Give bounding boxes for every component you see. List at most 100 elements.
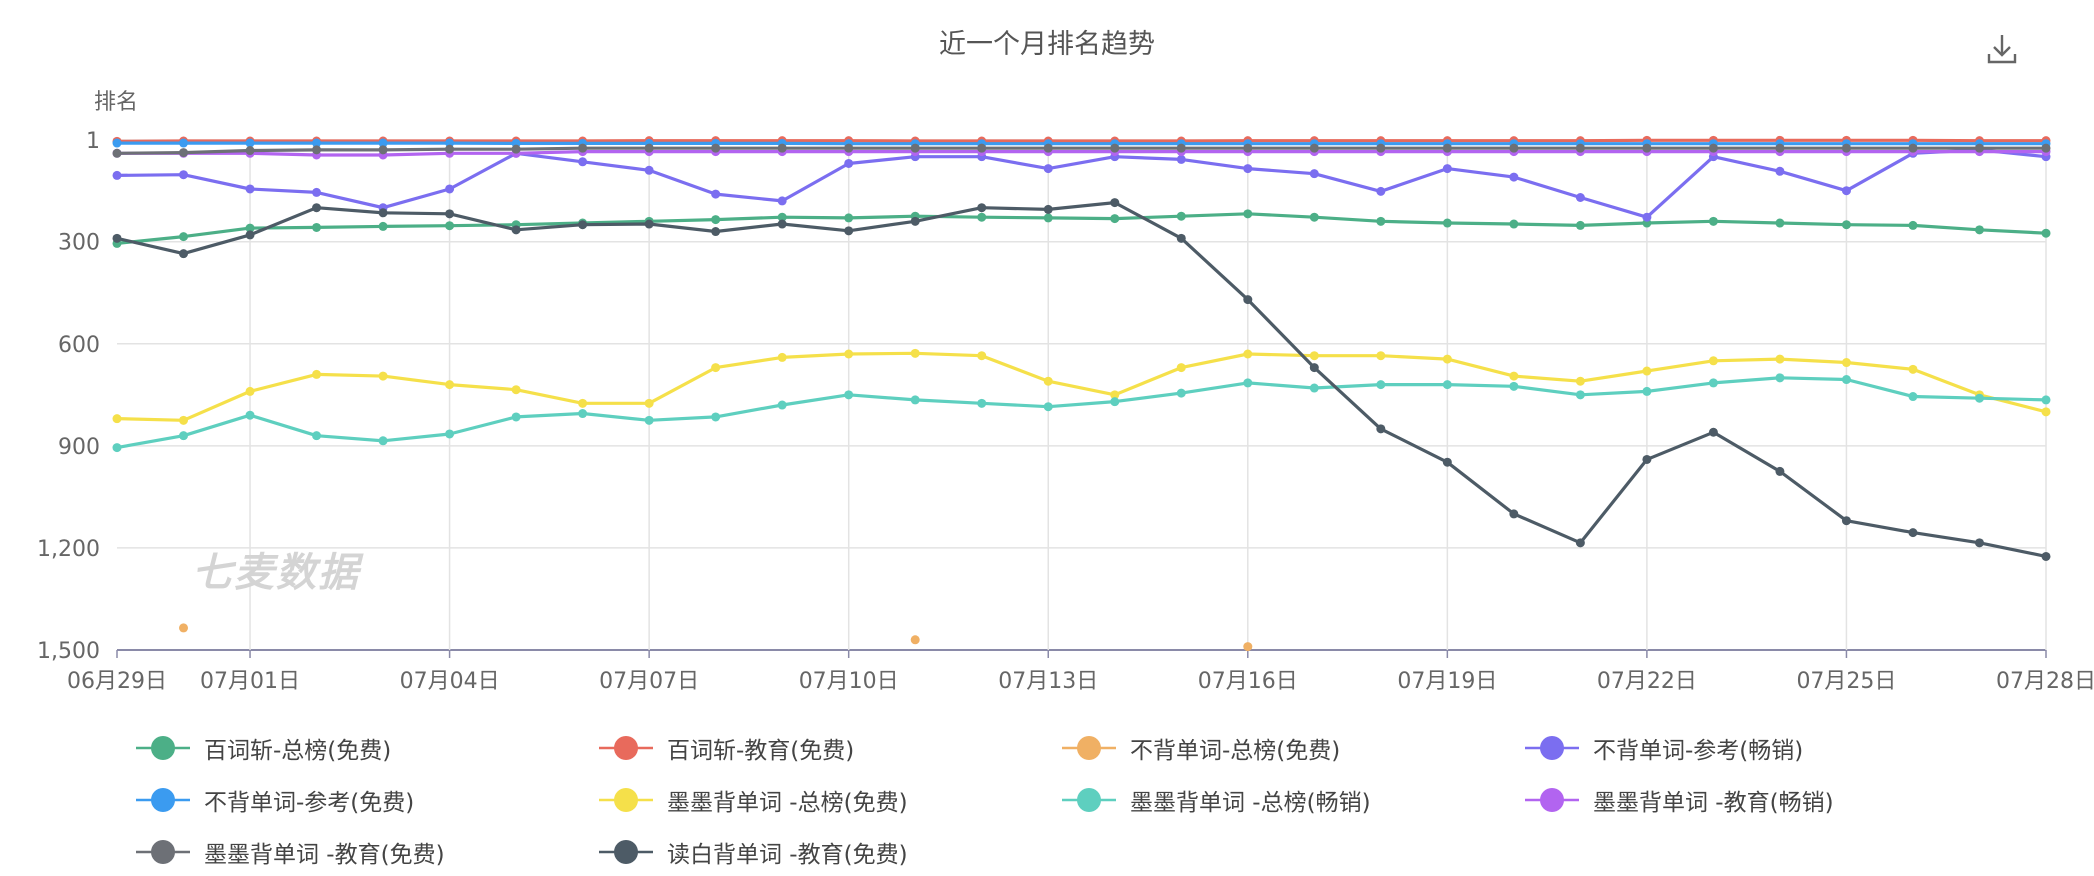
data-point (711, 143, 721, 153)
legend-item[interactable]: 读白背单词 -教育(免费) (597, 832, 908, 872)
data-point (245, 410, 255, 420)
data-point (1841, 375, 1851, 385)
data-point (1908, 392, 1918, 402)
data-point (1509, 219, 1519, 229)
legend-marker-icon (1062, 736, 1116, 760)
data-point (910, 216, 920, 226)
data-point (378, 436, 388, 446)
data-point (179, 148, 189, 158)
data-point (711, 363, 721, 373)
y-tick-label: 1,200 (37, 537, 100, 562)
data-point (910, 348, 920, 358)
data-point (844, 390, 854, 400)
legend-label: 不背单词-参考(畅销) (1593, 738, 1804, 764)
legend-item[interactable]: 不背单词-参考(畅销) (1523, 728, 1803, 768)
legend-marker-icon (1525, 736, 1579, 760)
legend-item[interactable]: 墨墨背单词 -教育(免费) (134, 832, 445, 872)
data-point (578, 220, 588, 230)
data-point (1642, 386, 1652, 396)
data-point (1708, 143, 1718, 153)
data-point (2041, 407, 2051, 417)
data-point (1176, 233, 1186, 243)
data-point (578, 157, 588, 167)
data-point (1575, 192, 1585, 202)
data-point (1642, 454, 1652, 464)
data-point (511, 385, 521, 395)
series-line (117, 150, 2046, 157)
series-line (117, 141, 2046, 146)
y-tick-label: 1 (86, 129, 100, 154)
series-layer (112, 135, 2051, 652)
data-point (777, 143, 787, 153)
data-point (910, 143, 920, 153)
data-point (1243, 164, 1253, 174)
data-point (844, 213, 854, 223)
data-point (245, 146, 255, 156)
data-point (1775, 354, 1785, 364)
download-button[interactable] (1985, 32, 2019, 66)
series-line (116, 146, 2046, 155)
data-point (1509, 371, 1519, 381)
data-point (1642, 212, 1652, 222)
series-line (116, 138, 2046, 143)
data-point (1708, 378, 1718, 388)
x-axis-ticks: 06月29日 07月01日 07月04日 07月07日 07月10日 07月13日 07月1… (67, 650, 2094, 694)
legend-item[interactable]: 墨墨背单词 -教育(畅销) (1523, 780, 1834, 820)
data-point (245, 223, 255, 233)
data-point (1442, 218, 1452, 228)
series-2 (179, 623, 1253, 652)
legend-item[interactable]: 百词斩-总榜(免费) (134, 728, 391, 768)
data-point (1974, 393, 1984, 403)
data-point (2041, 228, 2051, 238)
data-point (1509, 509, 1519, 519)
data-point (777, 219, 787, 229)
legend-item[interactable]: 墨墨背单词 -总榜(免费) (597, 780, 908, 820)
data-point (1575, 538, 1585, 548)
data-point (644, 415, 654, 425)
data-point (1110, 397, 1120, 407)
data-point (1575, 376, 1585, 386)
legend-marker-icon (1062, 788, 1116, 812)
data-point (2041, 143, 2051, 153)
data-point (1110, 390, 1120, 400)
data-point (445, 184, 455, 194)
data-point (179, 170, 189, 180)
data-point (511, 144, 521, 154)
legend-item[interactable]: 不背单词-参考(免费) (134, 780, 414, 820)
legend-marker-icon (599, 736, 653, 760)
series-5 (112, 348, 2051, 425)
series-8 (112, 143, 2051, 158)
data-point (777, 352, 787, 362)
legend-item[interactable]: 百词斩-教育(免费) (597, 728, 854, 768)
data-point (2041, 395, 2051, 405)
data-point (245, 138, 255, 148)
data-point (378, 221, 388, 231)
data-point (1509, 172, 1519, 182)
data-point (711, 215, 721, 225)
data-point (1974, 225, 1984, 235)
data-point (711, 412, 721, 422)
data-point (777, 212, 787, 222)
data-point (1176, 388, 1186, 398)
data-point (644, 143, 654, 153)
data-point (844, 158, 854, 168)
data-point (1309, 383, 1319, 393)
data-point (1775, 218, 1785, 228)
data-point (1376, 186, 1386, 196)
data-point (1309, 143, 1319, 153)
legend-item[interactable]: 墨墨背单词 -总榜(畅销) (1060, 780, 1371, 820)
legend-marker-icon (599, 840, 653, 864)
data-point (112, 148, 122, 158)
data-point (1043, 402, 1053, 412)
x-tick-label: 07月16日 (1198, 669, 1298, 694)
data-point (1442, 457, 1452, 467)
legend-item[interactable]: 不背单词-总榜(免费) (1060, 728, 1340, 768)
data-point (245, 386, 255, 396)
data-point (511, 225, 521, 235)
data-point (1442, 354, 1452, 364)
data-point (1841, 143, 1851, 153)
data-point (1176, 363, 1186, 373)
data-point (1309, 212, 1319, 222)
data-point (1908, 220, 1918, 230)
